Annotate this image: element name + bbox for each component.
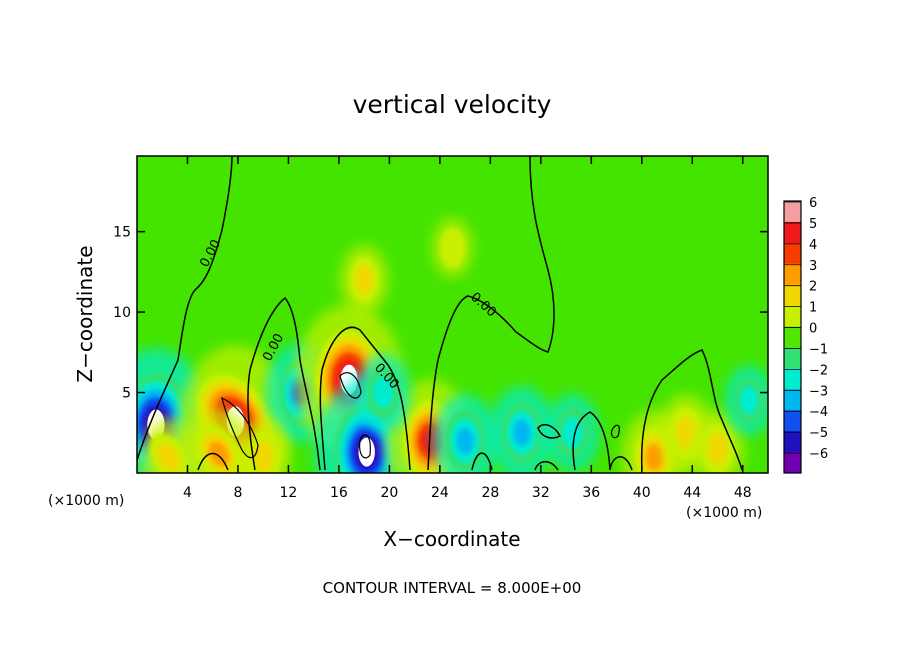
- field-feature: [545, 393, 600, 472]
- field-feature: [186, 407, 252, 473]
- x-unit-left: (×1000 m): [48, 493, 124, 509]
- y-tick-label: 15: [113, 225, 131, 241]
- colorbar-tick-label: 5: [809, 217, 817, 232]
- colorbar-segment: [784, 305, 801, 327]
- colorbar-tick-label: 6: [809, 196, 817, 211]
- plot-area: 0.00 0.00 0.00 0.00 4 8 12 16 20 24 28 32 36 40 44…: [113, 155, 769, 501]
- contour-interval-text: CONTOUR INTERVAL = 8.000E+00: [323, 579, 582, 597]
- field-feature: [355, 353, 411, 432]
- colorbar-segment: [784, 389, 801, 411]
- colorbar-segment: [784, 452, 801, 474]
- field-feature: [724, 365, 768, 436]
- plot-frame: [136, 155, 769, 474]
- colorbar: 6 5 4 3 2 1 0 −1 −2 −3 −4 −5 −6: [783, 196, 828, 474]
- x-tick-label: 28: [481, 485, 499, 501]
- field-feature: [141, 417, 196, 473]
- x-tick-label: 20: [380, 485, 398, 501]
- x-tick-label: 8: [233, 485, 242, 501]
- field-feature: [432, 217, 473, 278]
- x-tick-label: 36: [582, 485, 600, 501]
- plus-contours: [221, 372, 620, 459]
- y-tick-label: 5: [122, 386, 131, 402]
- colorbar-segment: [784, 242, 801, 265]
- colorbar-segment: [784, 263, 801, 285]
- x-tick-label: 32: [532, 485, 550, 501]
- x-unit-right: (×1000 m): [686, 505, 762, 521]
- x-tick-label: 44: [683, 485, 701, 501]
- colorbar-tick-label: −6: [809, 447, 828, 462]
- x-tick-label: 4: [183, 485, 192, 501]
- colorbar-tick-label: −5: [809, 426, 828, 441]
- chart-title: vertical velocity: [353, 90, 552, 119]
- field-feature: [339, 244, 389, 316]
- colorbar-tick-label: −1: [809, 342, 828, 357]
- colorbar-segment: [784, 368, 801, 390]
- x-tick-label: 40: [633, 485, 651, 501]
- y-axis-label: Z−coordinate: [73, 245, 97, 382]
- y-tick-label: 10: [113, 305, 131, 321]
- colorbar-segment: [784, 347, 801, 369]
- colorbar-tick-label: 4: [809, 238, 817, 253]
- colorbar-segment: [784, 410, 801, 432]
- field-feature: [489, 386, 555, 473]
- x-tick-label: 48: [734, 485, 752, 501]
- colorbar-frame: [783, 200, 802, 474]
- x-axis-ticks: 4 8 12 16 20 24 28 32 36 40 44 48: [183, 156, 752, 501]
- colorbar-segment: [784, 201, 801, 223]
- velocity-field: [137, 217, 768, 473]
- x-tick-label: 16: [330, 485, 348, 501]
- colorbar-segment: [784, 431, 801, 453]
- zero-contours: [137, 156, 743, 471]
- colorbar-tick-label: 0: [809, 322, 817, 337]
- x-axis-label: X−coordinate: [383, 527, 520, 551]
- y-axis-ticks: 5 10 15: [113, 225, 768, 402]
- colorbar-tick-label: −2: [809, 363, 828, 378]
- colorbar-tick-label: 3: [809, 259, 817, 274]
- colorbar-segment: [784, 221, 801, 244]
- colorbar-tick-label: 1: [809, 301, 817, 316]
- colorbar-tick-label: −3: [809, 384, 828, 399]
- colorbar-tick-label: 2: [809, 280, 817, 295]
- colorbar-tick-label: −4: [809, 405, 828, 420]
- colorbar-segment: [784, 326, 801, 348]
- x-tick-label: 12: [280, 485, 298, 501]
- field-feature: [690, 409, 745, 473]
- colorbar-segment: [784, 284, 801, 306]
- x-tick-label: 24: [431, 485, 449, 501]
